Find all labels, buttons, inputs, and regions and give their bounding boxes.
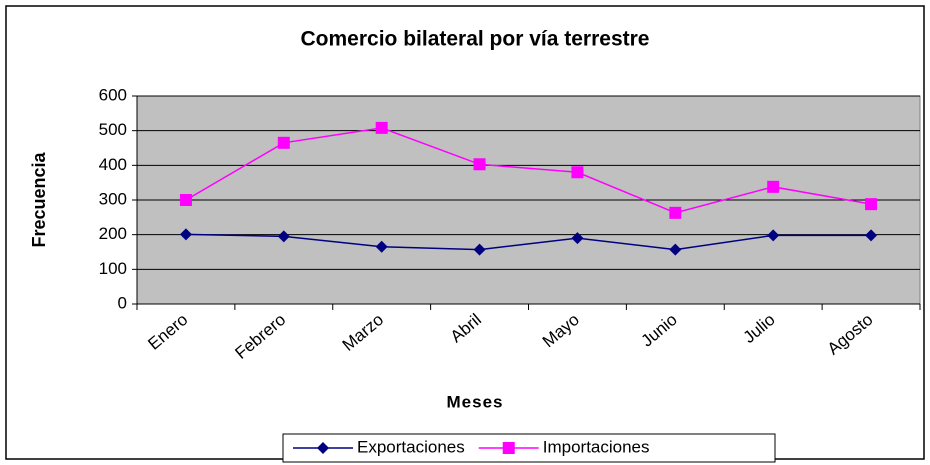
- chart-title: Comercio bilateral por vía terrestre: [301, 28, 650, 51]
- point-marker: [767, 229, 780, 242]
- point-marker: [571, 166, 584, 179]
- series-line: [185, 127, 872, 214]
- legend-marker: [502, 442, 515, 454]
- x-axis-title: Meses: [447, 392, 504, 411]
- y-tick-label: 300: [99, 189, 127, 208]
- y-tick-label: 0: [118, 293, 127, 312]
- y-tick-label: 500: [99, 120, 127, 139]
- legend-label: Importaciones: [543, 437, 650, 456]
- y-tick-label: 200: [99, 224, 127, 243]
- point-marker: [865, 229, 878, 242]
- point-marker: [375, 240, 388, 253]
- point-marker: [375, 121, 388, 134]
- point-marker: [767, 180, 780, 193]
- legend-label: Exportaciones: [357, 437, 465, 456]
- point-marker: [179, 194, 192, 206]
- point-marker: [473, 158, 486, 171]
- y-tick-label: 100: [99, 259, 127, 278]
- series-line: [185, 233, 872, 251]
- point-marker: [669, 206, 682, 219]
- legend-marker: [317, 442, 329, 454]
- point-marker: [277, 230, 290, 243]
- point-marker: [571, 232, 584, 245]
- point-marker: [473, 243, 486, 256]
- point-marker: [277, 136, 290, 149]
- point-marker: [865, 198, 878, 211]
- y-tick-label: 400: [99, 155, 127, 174]
- point-marker: [179, 228, 192, 241]
- y-tick-label: 600: [99, 85, 127, 104]
- point-marker: [669, 243, 682, 256]
- y-axis-title: Frecuencia: [29, 151, 49, 247]
